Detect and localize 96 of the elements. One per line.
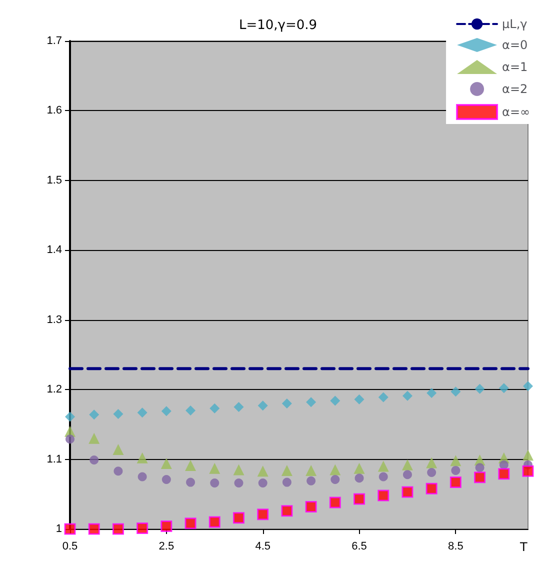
point xyxy=(89,410,100,420)
point xyxy=(233,464,244,476)
point xyxy=(232,512,244,524)
point xyxy=(523,381,533,392)
x-tick-label: 0.5 xyxy=(62,540,78,552)
y-tick-label: 1.4 xyxy=(46,244,62,256)
point xyxy=(65,412,75,422)
point xyxy=(88,432,100,444)
legend-label: α=2 xyxy=(502,82,528,96)
legend-label: α=1 xyxy=(502,60,528,74)
point xyxy=(160,458,172,469)
point xyxy=(330,396,340,406)
point xyxy=(258,400,268,411)
y-tick-label: 1.5 xyxy=(46,174,62,186)
y-tick-label: 1 xyxy=(56,523,62,535)
point xyxy=(378,460,389,472)
point xyxy=(208,516,220,528)
legend-label: α=0 xyxy=(502,38,528,52)
point xyxy=(329,496,341,508)
x-tick-label: 4.5 xyxy=(255,540,270,552)
point xyxy=(113,408,124,419)
point xyxy=(90,455,99,464)
point xyxy=(306,476,316,486)
point xyxy=(474,472,486,484)
point xyxy=(498,383,509,394)
point xyxy=(64,523,76,535)
point xyxy=(427,468,436,478)
point xyxy=(402,459,413,470)
point xyxy=(306,397,316,408)
point xyxy=(186,478,196,487)
point xyxy=(451,466,460,475)
x-tick-label: 6.5 xyxy=(352,540,367,552)
point xyxy=(282,478,292,487)
point xyxy=(234,402,244,412)
point xyxy=(402,486,414,498)
x-tick-label: 2.5 xyxy=(158,540,174,552)
point xyxy=(138,472,147,482)
x-tick-label: 8.5 xyxy=(448,540,464,552)
point xyxy=(354,474,364,483)
point xyxy=(475,463,484,472)
point xyxy=(257,466,268,477)
point xyxy=(378,472,388,482)
point xyxy=(162,475,171,484)
point xyxy=(306,464,317,476)
point xyxy=(354,493,366,505)
point xyxy=(282,398,292,409)
point xyxy=(330,475,340,484)
point xyxy=(330,464,341,476)
legend-label: α=∞ xyxy=(502,105,530,119)
point xyxy=(258,478,268,488)
legend-label: μL,γ xyxy=(502,17,528,31)
point xyxy=(281,464,292,476)
point xyxy=(234,478,244,488)
point xyxy=(450,386,461,397)
x-axis-title: T xyxy=(519,540,528,554)
point xyxy=(136,452,148,464)
y-tick-label: 1.1 xyxy=(46,453,62,466)
point xyxy=(112,444,124,456)
y-tick-label: 1.2 xyxy=(46,384,62,396)
point xyxy=(210,403,220,414)
point xyxy=(281,505,293,517)
point xyxy=(66,434,74,444)
y-tick-label: 1.3 xyxy=(46,314,62,326)
point xyxy=(114,466,123,476)
point xyxy=(426,457,438,468)
point xyxy=(426,482,438,494)
point xyxy=(209,462,220,474)
point xyxy=(402,470,412,480)
point xyxy=(354,462,365,474)
point xyxy=(354,394,364,404)
point xyxy=(136,522,148,534)
point xyxy=(498,468,510,480)
point xyxy=(257,508,269,520)
point xyxy=(378,490,390,502)
point xyxy=(88,523,100,535)
point xyxy=(185,460,196,472)
chart-title: L=10,γ=0.9 xyxy=(238,18,318,33)
point xyxy=(112,523,124,535)
point xyxy=(474,384,485,394)
y-tick-label: 1.6 xyxy=(46,104,62,117)
point xyxy=(499,460,508,470)
point xyxy=(305,500,317,512)
point xyxy=(450,476,462,488)
point xyxy=(522,465,534,477)
point xyxy=(210,478,220,488)
point xyxy=(137,408,148,418)
point xyxy=(522,450,534,461)
point xyxy=(426,388,437,398)
point xyxy=(160,520,172,532)
point xyxy=(378,392,388,402)
point xyxy=(402,390,412,401)
point xyxy=(184,518,196,530)
point xyxy=(186,405,196,416)
point xyxy=(450,455,462,466)
y-tick-label: 1.7 xyxy=(46,35,62,47)
point xyxy=(161,406,172,416)
